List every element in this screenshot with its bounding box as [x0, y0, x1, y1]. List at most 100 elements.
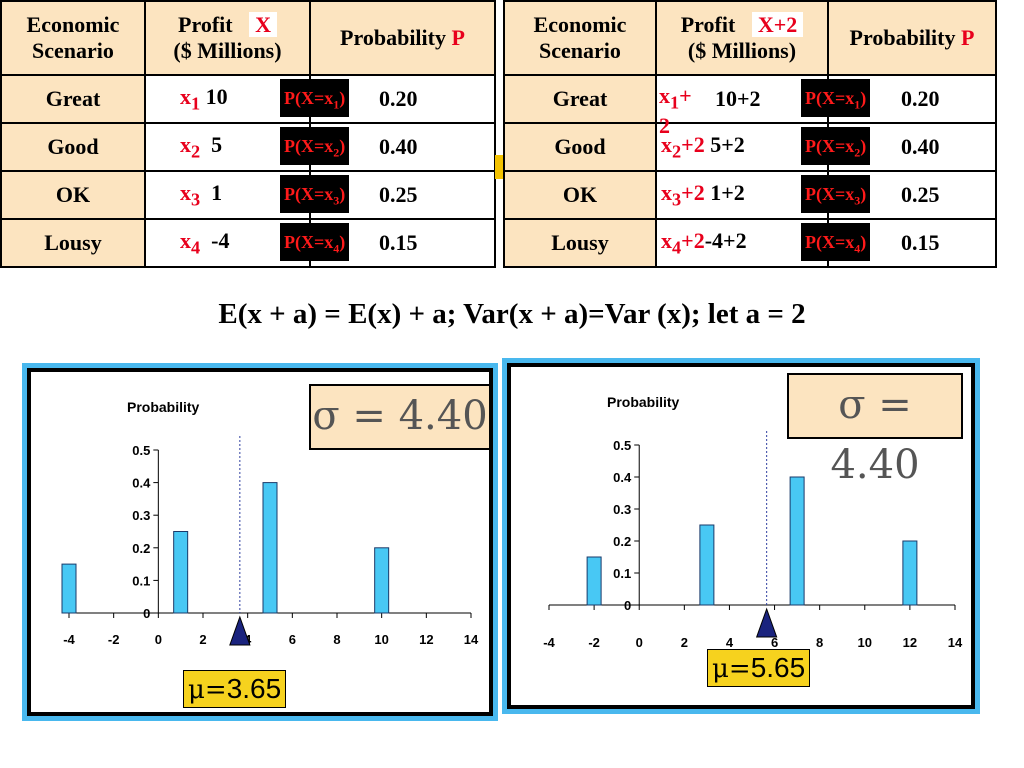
bar [262, 482, 278, 614]
table-row: Lousy x4 -4 P(X=x4) 0.15 [0, 218, 496, 268]
sigma-box: σ = 4.40 [309, 384, 491, 450]
profit-value: -4+2 [704, 227, 747, 253]
header-profit: Profit X ($ Millions) [144, 0, 311, 76]
table-row: Good x2 5 P(X=x2) 0.40 [0, 122, 496, 172]
y-tick-label: 0.2 [613, 534, 631, 549]
profit-value: 10 [205, 83, 228, 109]
y-axis-label: Probability [607, 394, 680, 410]
y-tick-label: 0.5 [132, 443, 150, 458]
var-label: x2 [180, 131, 201, 162]
prob-tag: P [451, 25, 465, 50]
y-tick-label: 0.5 [613, 438, 631, 453]
profit-value: 5 [211, 131, 223, 157]
y-tick-label: 0.3 [613, 502, 631, 517]
var-label: x4+2 [661, 227, 705, 258]
probability-cell: 0.20 [827, 74, 997, 124]
mean-marker-icon [755, 607, 778, 638]
y-tick-label: 0.1 [613, 566, 631, 581]
probability-cell: 0.40 [827, 122, 997, 172]
sigma-box: σ = 4.40 [787, 373, 963, 488]
var-label: x4 [180, 227, 201, 258]
table-row: Great x1+ 2 10+2 P(X=x1) 0.20 [503, 74, 997, 138]
table-row: OK x3 1 P(X=x3) 0.25 [0, 170, 496, 220]
x-tick-label: 2 [199, 632, 206, 647]
x-tick-label: 6 [771, 635, 778, 650]
profit-tag: X [249, 12, 277, 37]
x-tick-label: 12 [419, 632, 433, 647]
profit-cell: x2 5 P(X=x2) [144, 122, 350, 172]
header-probability: Probability P [309, 0, 496, 76]
bar [586, 556, 602, 606]
profit-cell: x3+2 1+2 P(X=x3) [655, 170, 871, 220]
scenario-cell: Lousy [0, 218, 146, 268]
formula-line: E(x + a) = E(x) + a; Var(x + a)=Var (x);… [218, 298, 806, 330]
header-scenario: Economic Scenario [0, 0, 146, 76]
profit-value: -4 [211, 227, 230, 253]
probability-cell: 0.25 [309, 170, 496, 220]
x-tick-label: 0 [155, 632, 162, 647]
x-tick-label: 0 [636, 635, 643, 650]
x-tick-label: -2 [108, 632, 120, 647]
profit-value: 1+2 [710, 179, 745, 205]
profit-cell: x4+2-4+2 P(X=x4) [655, 218, 871, 268]
x-tick-label: 4 [726, 635, 734, 650]
x-tick-label: -4 [63, 632, 75, 647]
header-probability: Probability P [827, 0, 997, 76]
y-axis-label: Probability [127, 399, 200, 415]
y-tick-label: 0.4 [613, 470, 632, 485]
bar [173, 531, 189, 614]
x-tick-label: 14 [464, 632, 479, 647]
var-label: x2+2 [661, 131, 705, 162]
x-tick-label: -4 [543, 635, 555, 650]
profit-cell: x3 1 P(X=x3) [144, 170, 350, 220]
header-profit: Profit X+2 ($ Millions) [655, 0, 829, 76]
left-distribution-table: Economic Scenario Profit X ($ Millions) … [0, 0, 496, 268]
left-bar-chart: Probability0.50.40.30.20.10-4-2024681012… [61, 399, 479, 647]
scenario-cell: Good [503, 122, 657, 172]
x-tick-label: 2 [681, 635, 688, 650]
profit-cell: x1 10 P(X=x1) [144, 74, 350, 124]
table-row: OK x3+2 1+2 P(X=x3) 0.25 [503, 170, 997, 220]
y-tick-label: 0.4 [132, 476, 151, 491]
table-header-row: Economic Scenario Profit X+2 ($ Millions… [503, 0, 997, 76]
header-scenario: Economic Scenario [503, 0, 657, 76]
profit-cell: x4 -4 P(X=x4) [144, 218, 350, 268]
bar [789, 476, 805, 606]
profit-cell: x1+ 2 10+2 P(X=x1) [655, 74, 871, 138]
y-tick-label: 0.2 [132, 541, 150, 556]
bar [699, 524, 715, 606]
scenario-cell: Great [0, 74, 146, 124]
scenario-cell: Great [503, 74, 657, 124]
probability-cell: 0.20 [309, 74, 496, 124]
accent-mark [495, 155, 503, 179]
x-tick-label: 10 [374, 632, 388, 647]
y-tick-label: 0.3 [132, 508, 150, 523]
mu-box: μ=5.65 [707, 649, 811, 687]
x-tick-label: 6 [289, 632, 296, 647]
chart-frame: Probability0.50.40.30.20.10-4-2024681012… [27, 368, 493, 716]
y-tick-label: 0 [624, 598, 631, 613]
x-tick-label: 12 [903, 635, 917, 650]
right-distribution-table: Economic Scenario Profit X+2 ($ Millions… [503, 0, 997, 268]
profit-cell: x2+2 5+2 P(X=x2) [655, 122, 871, 172]
prob-tag: P [961, 25, 975, 50]
table-header-row: Economic Scenario Profit X ($ Millions) … [0, 0, 496, 76]
profit-value: 10+2 [715, 86, 761, 111]
scenario-cell: Good [0, 122, 146, 172]
var-label: x3+2 [661, 179, 705, 210]
right-chart-panel: Probability 0.5 0.4 0.3 0.2 0.1 0 -4 -2 0 2 4 6 8 10 12… [502, 358, 980, 714]
right-bar-chart: Probability 0.5 0.4 0.3 0.2 0.1 0 -4 -2 0 2 4 6 8 10 12… [543, 394, 963, 650]
bar [61, 563, 77, 614]
probability-cell: 0.15 [827, 218, 997, 268]
profit-tag: X+2 [751, 12, 804, 37]
profit-value: 1 [211, 179, 223, 205]
table-row: Great x1 10 P(X=x1) 0.20 [0, 74, 496, 124]
mu-box: μ=3.65 [183, 670, 287, 708]
scenario-cell: OK [0, 170, 146, 220]
x-tick-label: 10 [858, 635, 872, 650]
bar [902, 540, 918, 606]
scenario-cell: OK [503, 170, 657, 220]
scenario-cell: Lousy [503, 218, 657, 268]
left-chart-panel: Probability0.50.40.30.20.10-4-2024681012… [22, 363, 498, 721]
